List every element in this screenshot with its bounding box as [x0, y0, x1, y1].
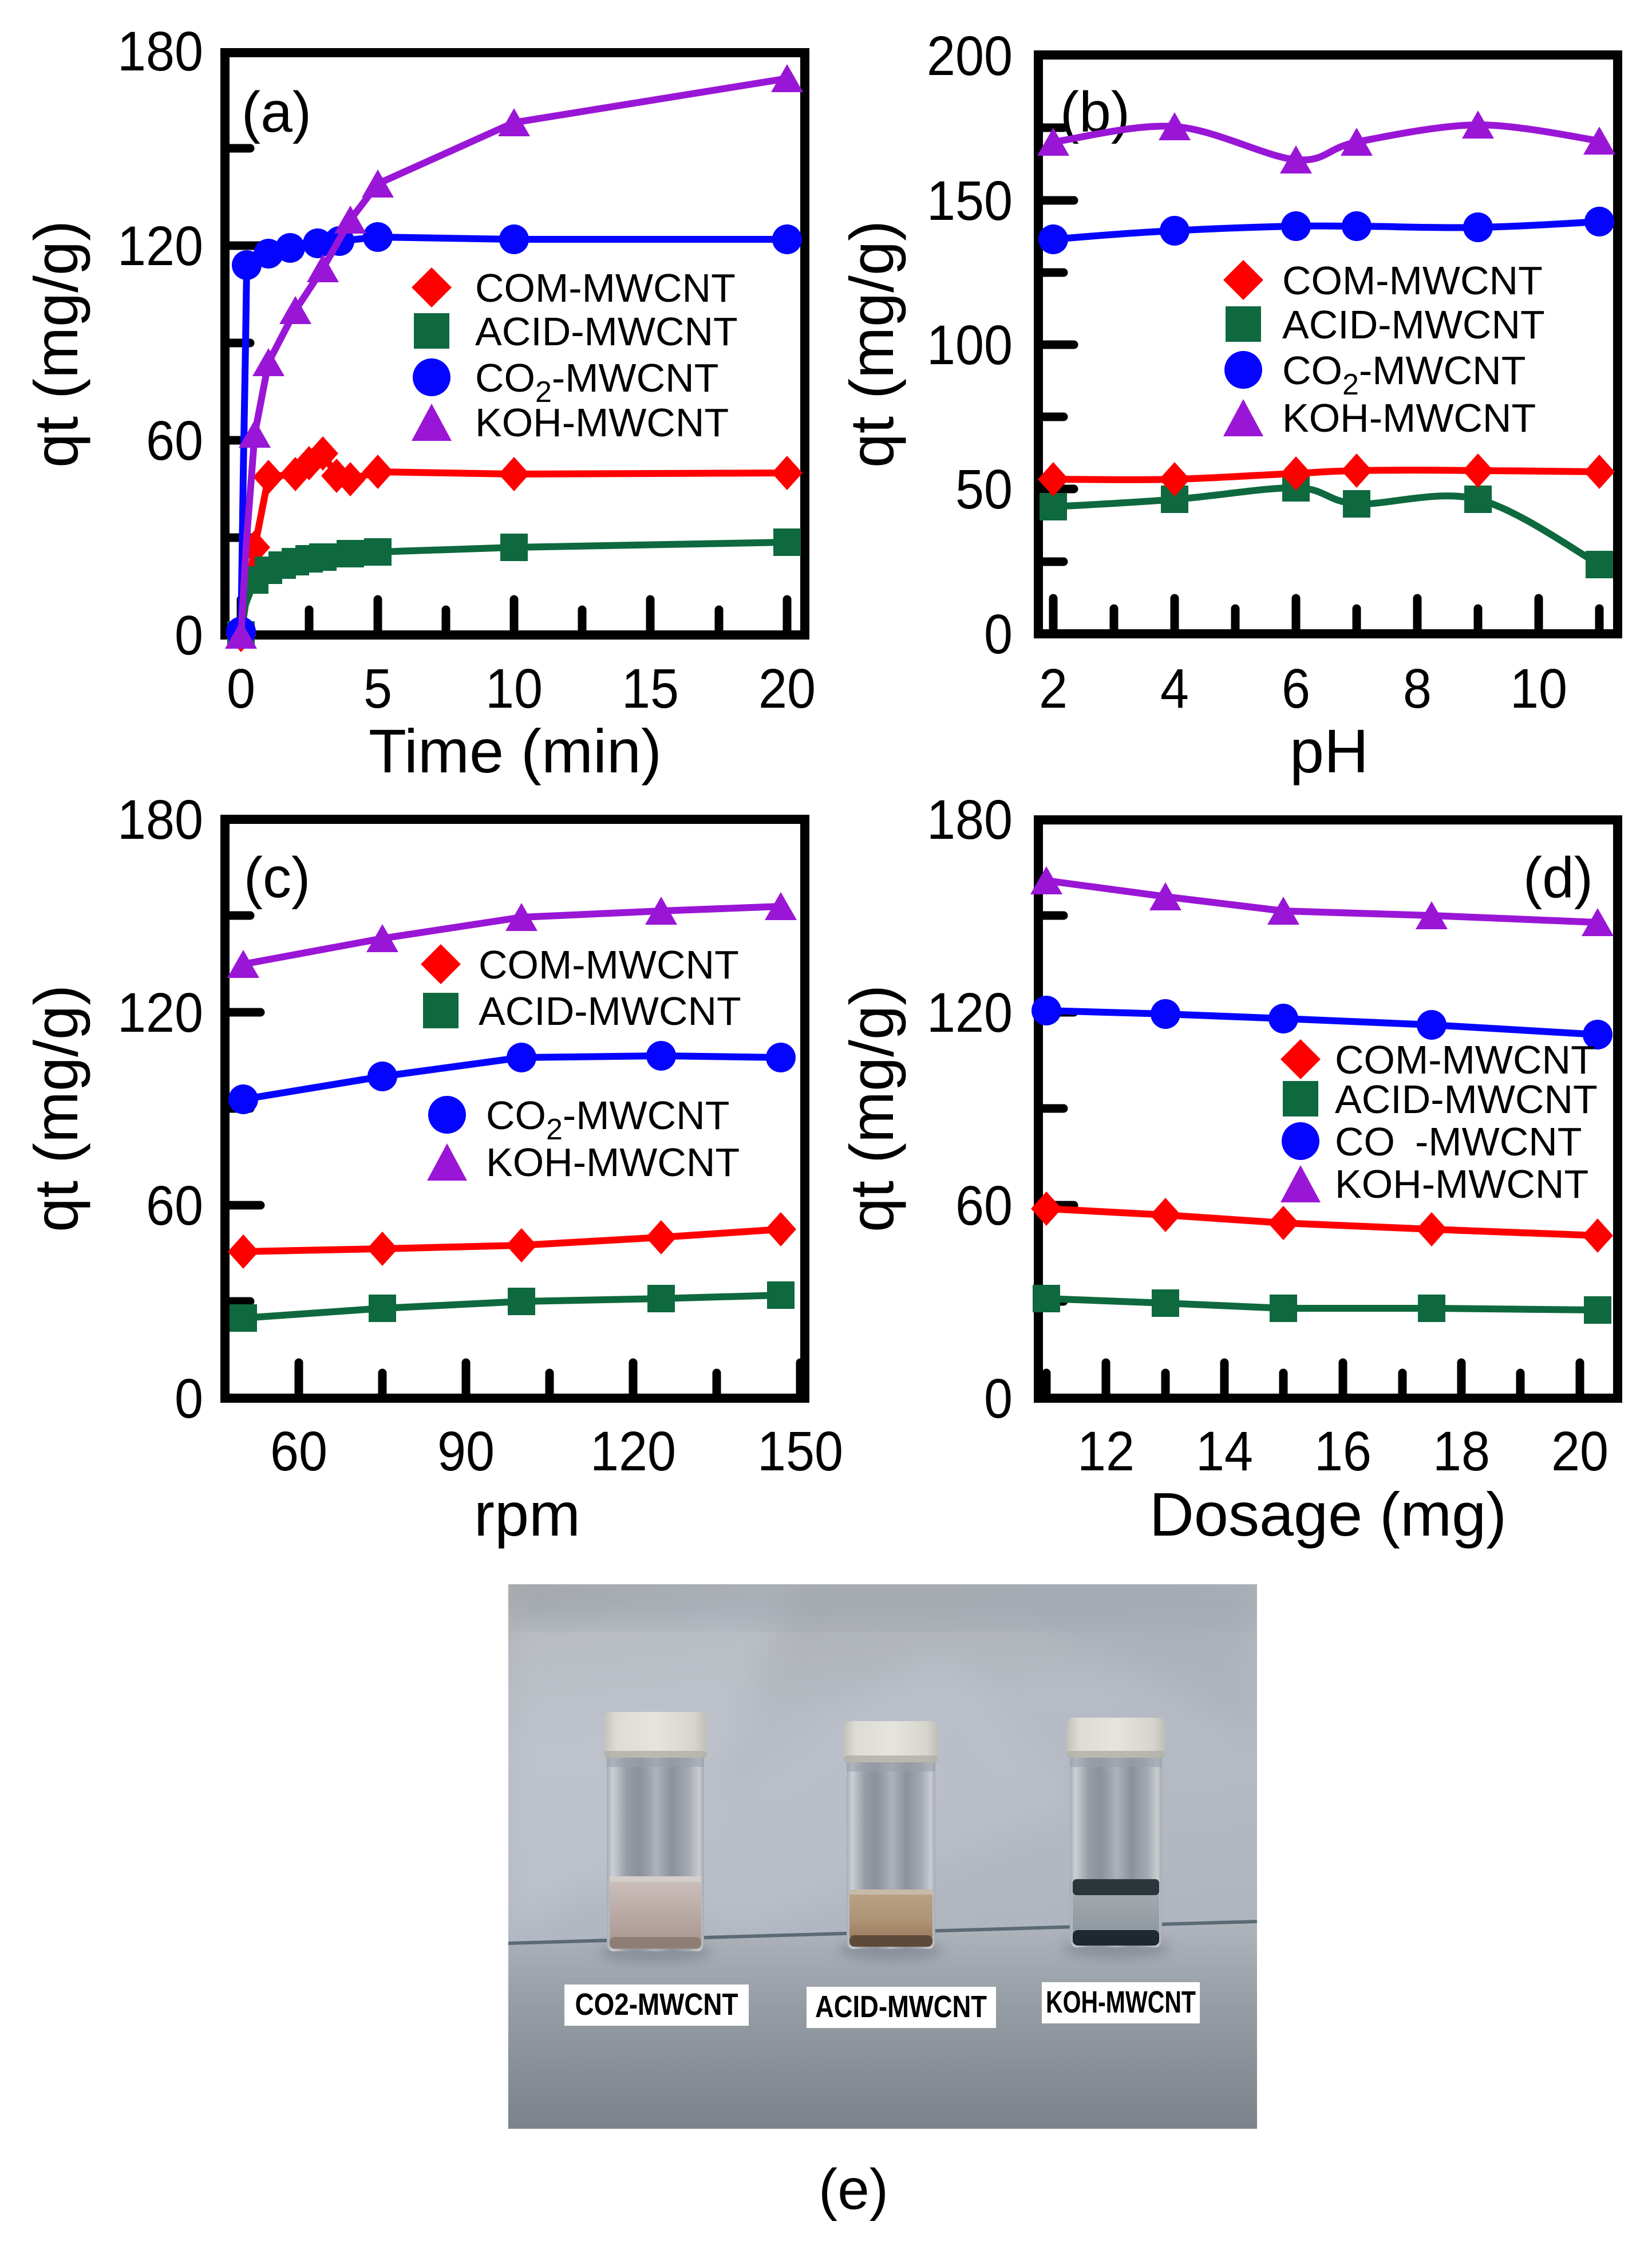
svg-text:KOH-MWCNT: KOH-MWCNT	[1335, 1162, 1588, 1206]
svg-text:qt (mg/g): qt (mg/g)	[837, 985, 906, 1232]
svg-text:CO-MWCNT: CO -MWCNT	[1335, 1119, 1582, 1164]
svg-text:(d): (d)	[1523, 846, 1593, 910]
svg-text:ACID-MWCNT: ACID-MWCNT	[479, 989, 741, 1033]
svg-text:60: 60	[270, 1420, 327, 1482]
svg-text:Dosage (mg): Dosage (mg)	[1149, 1479, 1507, 1549]
svg-text:12: 12	[1077, 1420, 1135, 1482]
svg-text:(a): (a)	[242, 80, 311, 144]
svg-text:60: 60	[146, 409, 203, 472]
svg-text:ACID-MWCNT: ACID-MWCNT	[815, 1990, 987, 2024]
svg-text:5: 5	[363, 657, 392, 720]
svg-text:180: 180	[927, 788, 1013, 851]
svg-text:(e): (e)	[819, 2157, 888, 2222]
svg-text:0: 0	[175, 1367, 203, 1430]
svg-text:150: 150	[927, 169, 1013, 232]
svg-text:2: 2	[1039, 657, 1068, 720]
svg-text:COM-MWCNT: COM-MWCNT	[1335, 1037, 1595, 1082]
svg-text:60: 60	[146, 1174, 203, 1237]
svg-text:ACID-MWCNT: ACID-MWCNT	[1335, 1077, 1598, 1122]
svg-text:15: 15	[622, 657, 679, 720]
svg-text:qt (mg/g): qt (mg/g)	[21, 985, 90, 1232]
svg-text:150: 150	[757, 1420, 843, 1482]
svg-text:18: 18	[1433, 1420, 1490, 1482]
svg-text:COM-MWCNT: COM-MWCNT	[475, 266, 736, 310]
svg-text:16: 16	[1314, 1420, 1372, 1482]
svg-text:0: 0	[227, 657, 255, 720]
svg-text:0: 0	[175, 604, 203, 666]
svg-text:14: 14	[1196, 1420, 1253, 1482]
svg-text:20: 20	[1551, 1420, 1608, 1482]
svg-text:CO2-MWCNT: CO2-MWCNT	[1282, 348, 1525, 401]
svg-text:(c): (c)	[244, 846, 311, 910]
svg-text:4: 4	[1160, 657, 1189, 720]
svg-text:180: 180	[117, 788, 203, 851]
svg-text:CO2-MWCNT: CO2-MWCNT	[486, 1093, 729, 1146]
svg-text:120: 120	[590, 1420, 676, 1482]
svg-text:CO2-MWCNT: CO2-MWCNT	[475, 356, 718, 409]
svg-text:qt (mg/g): qt (mg/g)	[21, 220, 90, 468]
svg-text:120: 120	[117, 215, 203, 277]
svg-text:20: 20	[758, 657, 816, 720]
svg-text:6: 6	[1282, 657, 1310, 720]
svg-text:Time (min): Time (min)	[369, 716, 662, 786]
svg-text:COM-MWCNT: COM-MWCNT	[479, 942, 739, 987]
svg-text:10: 10	[485, 657, 543, 720]
svg-text:0: 0	[984, 1367, 1013, 1430]
svg-text:KOH-MWCNT: KOH-MWCNT	[486, 1140, 740, 1185]
svg-text:ACID-MWCNT: ACID-MWCNT	[475, 309, 738, 354]
svg-text:ACID-MWCNT: ACID-MWCNT	[1282, 302, 1545, 347]
svg-text:KOH-MWCNT: KOH-MWCNT	[1046, 1985, 1196, 2019]
svg-text:pH: pH	[1290, 716, 1369, 786]
svg-text:qt (mg/g): qt (mg/g)	[837, 220, 906, 468]
svg-text:100: 100	[927, 314, 1013, 376]
svg-text:200: 200	[927, 25, 1013, 87]
svg-text:120: 120	[117, 981, 203, 1044]
svg-text:COM-MWCNT: COM-MWCNT	[1282, 258, 1543, 303]
svg-text:90: 90	[437, 1420, 495, 1482]
svg-text:KOH-MWCNT: KOH-MWCNT	[1282, 396, 1536, 440]
svg-text:8: 8	[1403, 657, 1432, 720]
svg-text:0: 0	[984, 603, 1013, 665]
svg-text:180: 180	[117, 20, 203, 82]
svg-text:CO2-MWCNT: CO2-MWCNT	[575, 1987, 738, 2022]
svg-text:50: 50	[955, 458, 1013, 520]
svg-text:rpm: rpm	[474, 1479, 580, 1549]
svg-text:60: 60	[955, 1174, 1013, 1237]
svg-text:120: 120	[927, 981, 1013, 1044]
svg-text:10: 10	[1510, 657, 1567, 720]
svg-text:KOH-MWCNT: KOH-MWCNT	[475, 400, 729, 445]
